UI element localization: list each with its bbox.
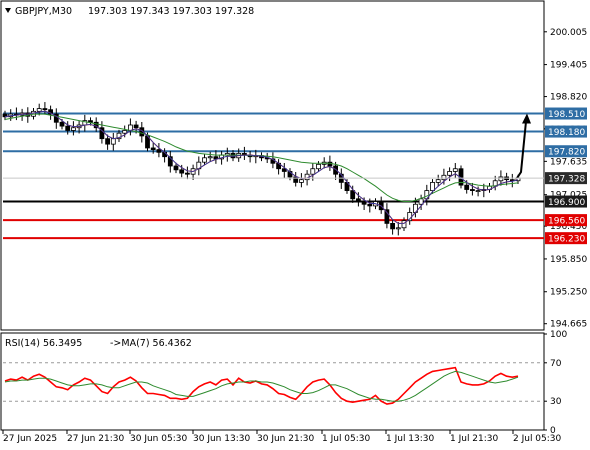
price-layer — [2, 102, 544, 240]
candle-body — [430, 181, 435, 191]
rsi-tick-label: 30 — [550, 397, 562, 407]
rsi-panel-frame — [0, 332, 545, 431]
rsi-line-0 — [4, 366, 519, 405]
time-tick-label: 27 Jun 21:30 — [67, 434, 124, 444]
chart-ohlc: 197.303 197.343 197.303 197.328 — [88, 6, 254, 17]
candle-body — [441, 174, 447, 181]
candle-body — [281, 168, 287, 172]
candle-body — [395, 227, 401, 230]
price-tick-label: 194.665 — [550, 320, 587, 330]
candle-body — [167, 156, 173, 167]
candle-body — [452, 168, 458, 172]
candle-body — [105, 138, 110, 145]
price-tick-label: 196.450 — [550, 222, 587, 232]
level-tag-196.230 — [545, 232, 587, 245]
time-tick-label: 30 Jun 13:30 — [193, 434, 250, 444]
time-tick-label: 30 Jun 21:30 — [257, 434, 314, 444]
rsi-title: RSI(14) 56.3495 — [5, 338, 82, 349]
price-tick-label: 195.250 — [550, 288, 587, 298]
level-tag-196.900 — [545, 195, 587, 208]
price-tick-label: 198.820 — [550, 93, 587, 103]
time-tick-label: 1 Jul 21:30 — [450, 434, 499, 444]
rsi-tick-label: 0 — [550, 426, 556, 436]
chart-symbol: GBPJPY,M30 — [15, 6, 72, 17]
candle-body — [327, 161, 333, 167]
candle-body — [99, 127, 105, 140]
candle-body — [48, 109, 53, 115]
price-tick-label: 197.635 — [550, 157, 587, 167]
price-tick-label: 195.850 — [550, 255, 587, 265]
candle-body — [42, 108, 48, 111]
candle-body — [298, 179, 304, 183]
candle-body — [350, 190, 356, 200]
candle-body — [435, 179, 441, 183]
candle-body — [133, 124, 139, 129]
candle-body — [116, 132, 122, 140]
candle-body — [498, 176, 504, 182]
symbol-dropdown-icon[interactable] — [5, 8, 11, 13]
candle-body — [156, 149, 162, 153]
candle-body — [93, 121, 99, 129]
candle-body — [310, 168, 316, 175]
level-tag-196.560 — [545, 214, 587, 227]
candle-body — [361, 201, 367, 205]
candle-body — [401, 220, 407, 229]
candle-body — [469, 189, 475, 192]
candle-body — [173, 165, 179, 171]
level-tag-198.180 — [545, 125, 587, 138]
candle-body — [390, 222, 396, 230]
candle-body — [179, 169, 185, 174]
time-tick-label: 27 Jun 2025 — [3, 434, 57, 444]
rsi-tick-label: 70 — [550, 359, 562, 369]
level-tag-197.820 — [545, 145, 587, 158]
rsi-line-1 — [4, 370, 519, 402]
current-price-tag — [545, 172, 587, 185]
rsi-layer — [3, 362, 544, 405]
candle-body — [367, 203, 373, 207]
level-tag-198.510 — [545, 107, 587, 120]
candle-body — [355, 198, 361, 202]
candle-body — [65, 125, 71, 131]
candle-body — [447, 171, 453, 176]
candle-body — [207, 156, 213, 159]
projection-arrow-head — [522, 113, 531, 124]
time-tick-label: 1 Jul 13:30 — [386, 434, 435, 444]
candle-body — [59, 121, 65, 127]
time-tick-label: 1 Jul 05:30 — [322, 434, 371, 444]
candle-body — [202, 157, 207, 163]
time-tick-label: 30 Jun 05:30 — [130, 434, 187, 444]
candle-body — [184, 172, 190, 175]
ma-line-0 — [4, 113, 519, 202]
rsi-ma-title: ->MA(7) 56.4362 — [110, 338, 192, 349]
time-tick-label: 2 Jul 05:30 — [513, 434, 562, 444]
level-tag-text: 197.820 — [548, 148, 585, 158]
candle-body — [110, 138, 116, 145]
candle-body — [150, 147, 156, 151]
level-tag-text: 196.230 — [548, 235, 585, 245]
candle-body — [475, 190, 481, 193]
candle-body — [122, 130, 128, 134]
candle-body — [36, 108, 42, 112]
price-tick-label: 200.005 — [550, 28, 587, 38]
current-price-text: 197.328 — [548, 175, 585, 185]
projection-arrow-line — [516, 121, 527, 179]
ma-line-2 — [4, 110, 519, 224]
candle-body — [464, 184, 470, 190]
candle-body — [71, 127, 76, 131]
axis-layer: 200.005199.405198.820198.230197.635197.0… — [2, 28, 587, 444]
candle-body — [316, 163, 321, 170]
candle-body — [509, 179, 515, 182]
candle-body — [333, 165, 339, 175]
level-tag-text: 196.900 — [548, 198, 585, 208]
level-tag-text: 196.560 — [548, 217, 585, 227]
price-tick-label: 199.405 — [550, 61, 587, 71]
candle-body — [88, 120, 93, 123]
candle-body — [384, 209, 390, 224]
level-tag-text: 198.180 — [548, 128, 585, 138]
level-tag-text: 198.510 — [548, 110, 585, 120]
rsi-tick-label: 100 — [550, 330, 567, 340]
